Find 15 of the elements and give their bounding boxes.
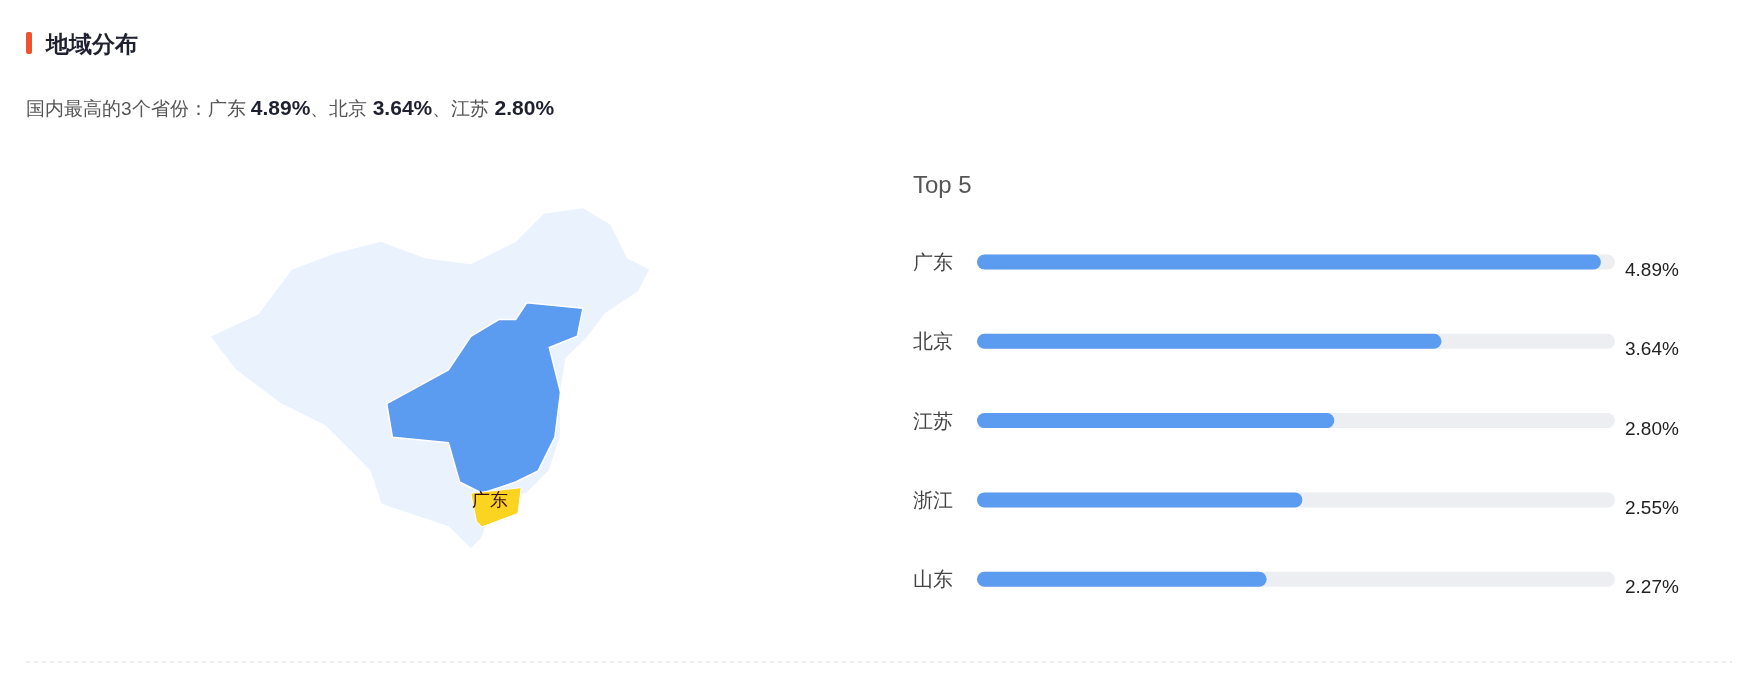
data-label: 2.80%	[1625, 417, 1679, 439]
data-label: 2.55%	[1625, 496, 1679, 518]
bar	[977, 254, 1601, 270]
y-tick-label: 山东	[913, 568, 953, 591]
text: Top 5	[913, 171, 972, 198]
y-tick-label: 浙江	[913, 488, 953, 511]
text: 国内最高的3个省份：广东 4.89%、北京 3.64%、江苏 2.80%	[26, 96, 555, 119]
text: 地域分布	[45, 31, 138, 57]
y-tick-label: 江苏	[913, 409, 953, 432]
y-tick-label: 广东	[913, 251, 953, 273]
data-label: 3.64%	[1625, 338, 1679, 360]
text: 广东	[472, 490, 508, 510]
data-label: 2.27%	[1625, 576, 1679, 598]
y-tick-label: 北京	[913, 330, 953, 353]
data-label: 4.89%	[1625, 259, 1679, 280]
